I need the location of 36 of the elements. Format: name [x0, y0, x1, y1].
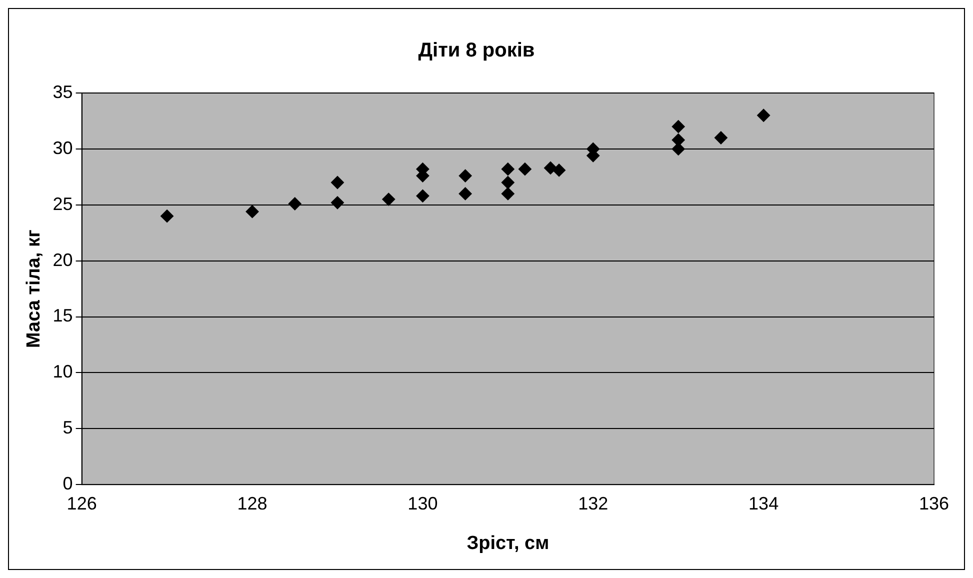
point — [330, 196, 344, 210]
point — [330, 176, 344, 190]
point — [382, 192, 396, 206]
point — [501, 187, 514, 200]
y-tick-label: 10 — [52, 362, 73, 382]
point — [288, 197, 302, 210]
point — [458, 169, 472, 182]
point — [458, 187, 472, 200]
point — [757, 108, 770, 122]
point — [416, 189, 430, 202]
y-tick-label: 25 — [52, 194, 73, 214]
y-tick-label: 20 — [52, 250, 73, 270]
x-axis-title: Зріст, см — [466, 532, 550, 554]
point — [672, 120, 685, 134]
point — [501, 176, 514, 190]
y-tick-label: 35 — [52, 82, 73, 102]
point — [160, 210, 174, 223]
point — [714, 131, 728, 144]
x-tick-label: 128 — [237, 493, 268, 514]
y-tick-label: 30 — [52, 138, 73, 158]
point — [544, 161, 558, 174]
chart-title: Діти 8 років — [418, 40, 535, 62]
point — [672, 133, 685, 146]
point — [246, 205, 259, 218]
point — [518, 162, 532, 176]
x-tick-label: 134 — [748, 493, 779, 514]
x-tick-label: 132 — [578, 493, 608, 514]
y-tick-label: 0 — [62, 474, 73, 494]
x-tick-label: 130 — [408, 493, 438, 514]
x-tick-label: 136 — [918, 493, 950, 514]
y-axis-title: Маса тіла, кг — [24, 229, 45, 348]
point — [552, 164, 566, 177]
x-tick-label: 126 — [66, 493, 97, 514]
point — [501, 162, 514, 176]
y-tick-label: 5 — [62, 418, 73, 438]
y-tick-label: 15 — [52, 306, 73, 326]
